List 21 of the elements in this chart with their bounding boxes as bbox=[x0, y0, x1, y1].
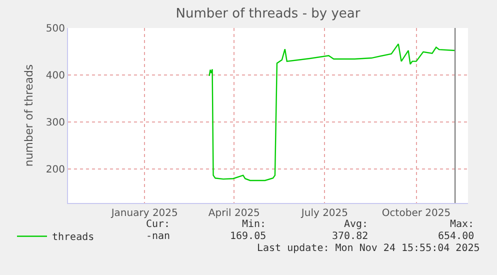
text: 169.05 bbox=[230, 231, 266, 242]
text: 370.82 bbox=[332, 231, 368, 242]
y-tick-label: 200 bbox=[46, 164, 65, 176]
text: Max: bbox=[450, 219, 474, 230]
y-tick-label: 400 bbox=[46, 70, 65, 82]
y-tick-label: 300 bbox=[46, 117, 65, 128]
y-tick-label: 500 bbox=[46, 24, 65, 34]
text: Last update: Mon Nov 24 15:55:04 2025 bbox=[257, 243, 480, 254]
text: Min: bbox=[242, 219, 266, 230]
x-tick-label: October 2025 bbox=[382, 208, 451, 219]
x-tick-label: January 2025 bbox=[110, 208, 178, 219]
line-series bbox=[208, 43, 456, 182]
text: -nan bbox=[146, 231, 170, 242]
chart-title: Number of threads - by year bbox=[176, 6, 361, 22]
text: 654.00 bbox=[438, 231, 474, 242]
x-tick-label: April 2025 bbox=[208, 208, 260, 219]
y-axis-title: number of threads bbox=[22, 64, 36, 167]
legend-label: threads bbox=[52, 232, 94, 244]
text: Avg: bbox=[344, 219, 368, 230]
x-tick-label: July 2025 bbox=[300, 208, 348, 219]
text: Cur: bbox=[146, 219, 170, 230]
